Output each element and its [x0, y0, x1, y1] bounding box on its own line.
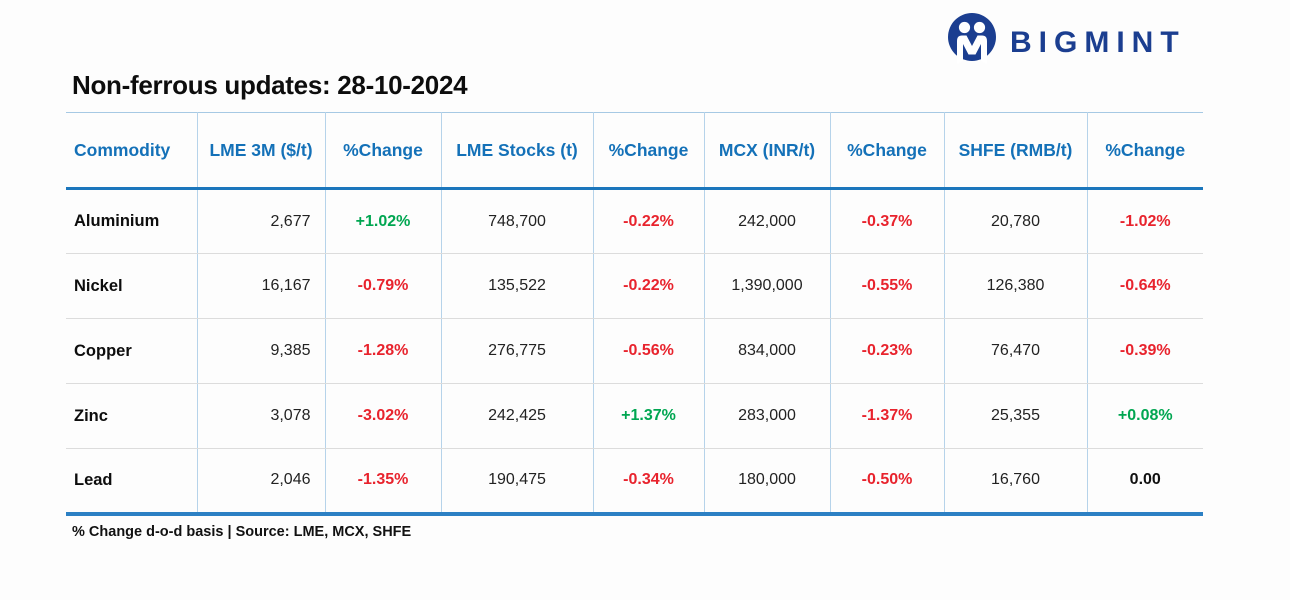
- value-cell: 748,700: [440, 188, 593, 254]
- table-row: Nickel 16,167 -0.79% 135,522 -0.22% 1,390,000…: [66, 253, 1203, 319]
- bigmint-logo-icon: [946, 12, 998, 73]
- change-cell: +0.08%: [1086, 383, 1203, 449]
- commodity-cell: Zinc: [66, 383, 197, 449]
- value-cell: 2,046: [196, 448, 325, 516]
- source-note: % Change d-o-d basis | Source: LME, MCX,…: [72, 524, 412, 540]
- column-header: MCX (INR/t): [703, 112, 830, 190]
- column-header: %Change: [324, 112, 441, 190]
- change-cell: -0.39%: [1086, 318, 1203, 384]
- change-cell: -1.28%: [324, 318, 441, 384]
- change-cell: -0.22%: [592, 253, 704, 319]
- commodity-table: Commodity LME 3M ($/t) %Change LME Stocks (…: [66, 112, 1203, 516]
- change-cell: -0.64%: [1086, 253, 1203, 319]
- value-cell: 180,000: [703, 448, 830, 516]
- value-cell: 126,380: [943, 253, 1087, 319]
- value-cell: 242,425: [440, 383, 593, 449]
- header-row: Commodity LME 3M ($/t) %Change LME Stocks (…: [66, 112, 1203, 190]
- column-header: LME 3M ($/t): [196, 112, 325, 190]
- brand-name: BIGMINT: [1010, 25, 1186, 59]
- change-cell: -0.34%: [592, 448, 704, 516]
- value-cell: 76,470: [943, 318, 1087, 384]
- table-row: Copper 9,385 -1.28% 276,775 -0.56% 834,000 -0.…: [66, 318, 1203, 384]
- change-cell: +1.02%: [324, 188, 441, 254]
- value-cell: 242,000: [703, 188, 830, 254]
- value-cell: 20,780: [943, 188, 1087, 254]
- change-cell: -0.22%: [592, 188, 704, 254]
- page-title: Non-ferrous updates: 28-10-2024: [72, 70, 468, 100]
- column-header: SHFE (RMB/t): [943, 112, 1087, 190]
- value-cell: 1,390,000: [703, 253, 830, 319]
- commodity-cell: Copper: [66, 318, 197, 384]
- value-cell: 16,760: [943, 448, 1087, 516]
- column-header: %Change: [592, 112, 704, 190]
- commodity-cell: Nickel: [66, 253, 197, 319]
- value-cell: 3,078: [196, 383, 325, 449]
- change-cell: -0.23%: [829, 318, 944, 384]
- table-row: Aluminium 2,677 +1.02% 748,700 -0.22% 242,000…: [66, 188, 1203, 254]
- commodity-cell: Aluminium: [66, 188, 197, 254]
- value-cell: 190,475: [440, 448, 593, 516]
- commodity-table-container: Commodity LME 3M ($/t) %Change LME Stocks (…: [66, 112, 1203, 516]
- change-cell: -0.37%: [829, 188, 944, 254]
- change-cell: -0.50%: [829, 448, 944, 516]
- value-cell: 135,522: [440, 253, 593, 319]
- change-cell: -0.79%: [324, 253, 441, 319]
- commodity-cell: Lead: [66, 448, 197, 516]
- table-row: Zinc 3,078 -3.02% 242,425 +1.37% 283,000 -1.37…: [66, 383, 1203, 449]
- change-cell: 0.00: [1086, 448, 1203, 516]
- value-cell: 25,355: [943, 383, 1087, 449]
- bigmint-logo: BIGMINT: [946, 12, 1186, 73]
- value-cell: 283,000: [703, 383, 830, 449]
- change-cell: -1.02%: [1086, 188, 1203, 254]
- column-header: Commodity: [66, 112, 197, 190]
- value-cell: 2,677: [196, 188, 325, 254]
- table-body: Aluminium 2,677 +1.02% 748,700 -0.22% 242,000…: [66, 188, 1203, 516]
- column-header: LME Stocks (t): [440, 112, 593, 190]
- value-cell: 16,167: [196, 253, 325, 319]
- table-row: Lead 2,046 -1.35% 190,475 -0.34% 180,000 -0.50…: [66, 448, 1203, 516]
- value-cell: 834,000: [703, 318, 830, 384]
- change-cell: -0.55%: [829, 253, 944, 319]
- column-header: %Change: [1086, 112, 1203, 190]
- change-cell: -1.37%: [829, 383, 944, 449]
- value-cell: 9,385: [196, 318, 325, 384]
- change-cell: -0.56%: [592, 318, 704, 384]
- column-header: %Change: [829, 112, 944, 190]
- change-cell: -3.02%: [324, 383, 441, 449]
- value-cell: 276,775: [440, 318, 593, 384]
- change-cell: -1.35%: [324, 448, 441, 516]
- change-cell: +1.37%: [592, 383, 704, 449]
